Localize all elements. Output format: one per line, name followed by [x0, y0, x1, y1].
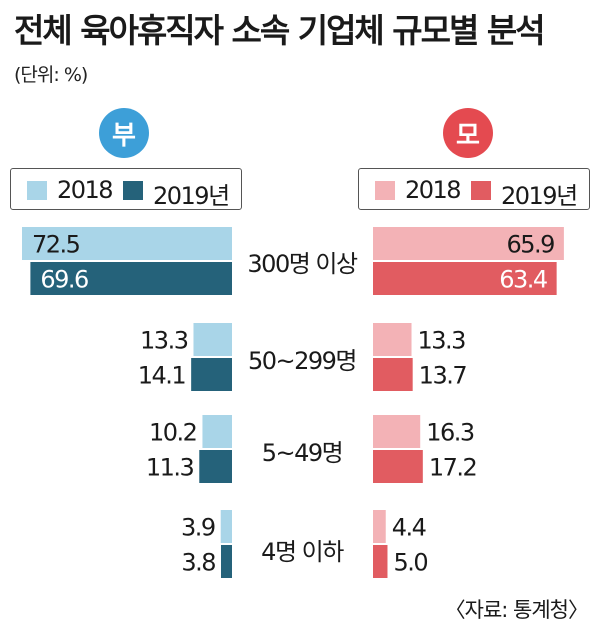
mother-value-label-2018: 16.3 [426, 419, 474, 447]
mother-value-label-2018: 65.9 [506, 231, 554, 259]
father-bar-2019 [30, 262, 233, 295]
mother-value-label-2019: 63.4 [499, 266, 547, 294]
mother-bar-2018 [373, 510, 386, 543]
father-bar-2018 [202, 415, 232, 448]
legend-label-2018: 2018 [57, 176, 114, 204]
father-bar-2018 [193, 323, 232, 356]
category-label-5-49: 5~49명 [261, 439, 344, 467]
mother-legend: 2018 2019년 [358, 168, 590, 210]
legend-swatch-2018 [375, 181, 395, 200]
category-label-300-plus: 300명 이상 [247, 250, 358, 278]
father-value-label-2019: 69.6 [40, 266, 88, 294]
mother-bar-2019 [373, 262, 557, 295]
father-bar-2019 [220, 545, 232, 578]
mother-badge: 모 [443, 108, 493, 158]
mother-value-label-2018: 13.3 [418, 327, 466, 355]
father-legend: 2018 2019년 [10, 168, 242, 210]
father-bar-2018 [22, 227, 232, 260]
father-value-label-2019: 11.3 [146, 454, 194, 482]
mother-bar-2019 [373, 450, 423, 483]
legend-swatch-2019 [123, 181, 143, 200]
father-value-label-2018: 13.3 [140, 327, 188, 355]
father-value-label-2018: 3.9 [181, 514, 215, 542]
legend-label-2019: 2019년 [501, 182, 578, 210]
father-bar-2019 [199, 450, 232, 483]
mother-value-label-2019: 5.0 [393, 549, 427, 577]
unit-label: (단위: %) [14, 64, 88, 86]
mother-bar-2018 [373, 323, 412, 356]
father-value-label-2018: 10.2 [149, 419, 196, 447]
father-bar-2019 [191, 358, 232, 391]
legend-label-2018: 2018 [405, 176, 462, 204]
source-note: 〈자료: 통계청〉 [444, 598, 589, 622]
chart-title: 전체 육아휴직자 소속 기업체 규모별 분석 [14, 11, 546, 50]
mother-bar-2018 [373, 227, 564, 260]
legend-swatch-2019 [471, 181, 491, 200]
mother-bar-2018 [373, 415, 421, 448]
father-bar-2018 [220, 510, 232, 543]
mother-bar-2019 [373, 358, 413, 391]
legend-swatch-2018 [27, 181, 47, 200]
father-value-label-2018: 72.5 [32, 231, 80, 259]
legend-label-2019: 2019년 [153, 182, 230, 210]
mother-bar-2019 [373, 545, 388, 578]
category-label-50-299: 50~299명 [247, 347, 358, 375]
father-badge: 부 [99, 108, 149, 158]
father-value-label-2019: 14.1 [138, 362, 186, 390]
category-label-4-or-less: 4명 이하 [261, 538, 344, 566]
mother-value-label-2018: 4.4 [392, 514, 426, 542]
mother-value-label-2019: 17.2 [429, 454, 476, 482]
father-value-label-2019: 3.8 [181, 549, 215, 577]
mother-value-label-2019: 13.7 [419, 362, 467, 390]
